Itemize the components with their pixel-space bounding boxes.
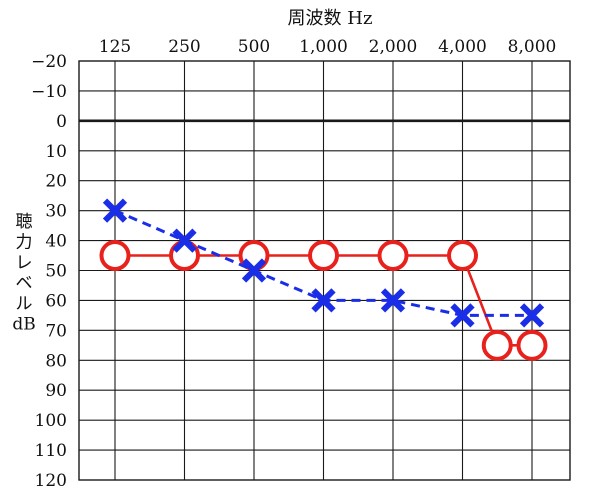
- cross-stroke: [450, 303, 475, 328]
- y-axis-title-part: レ: [16, 253, 33, 273]
- y-tick-label: 20: [45, 172, 67, 192]
- y-tick-label: 10: [45, 142, 67, 162]
- series-layer: [99, 198, 548, 361]
- circle-marker: [99, 240, 131, 272]
- cross-marker: [450, 303, 475, 328]
- y-axis-title-part: 力: [16, 233, 33, 253]
- cross-marker: [519, 303, 545, 328]
- y-axis-title-part: ル: [16, 294, 33, 314]
- x-tick-label: 500: [238, 37, 270, 57]
- cross-marker: [241, 258, 267, 283]
- y-tick-label: 90: [45, 381, 67, 401]
- cross-marker: [311, 288, 336, 313]
- cross-stroke: [102, 198, 128, 223]
- circle-marker: [481, 329, 513, 361]
- cross-stroke: [311, 288, 336, 313]
- y-tick-label: 0: [56, 112, 67, 132]
- x-tick-label: 8,000: [508, 37, 557, 57]
- y-tick-label: 30: [45, 202, 67, 222]
- cross-marker: [102, 198, 128, 223]
- y-tick-label: −10: [31, 82, 67, 102]
- y-tick-label: 80: [45, 351, 67, 371]
- y-tick-label: 100: [35, 411, 67, 431]
- y-tick-label: 60: [45, 291, 67, 311]
- circle-marker: [516, 329, 548, 361]
- cross-stroke: [172, 228, 197, 253]
- cross-stroke: [241, 258, 267, 283]
- x-tick-label: 125: [99, 37, 131, 57]
- x-tick-label: 250: [168, 37, 200, 57]
- circle-marker: [447, 240, 478, 272]
- cross-stroke: [519, 303, 545, 328]
- cross-marker: [380, 288, 406, 313]
- cross-stroke: [380, 288, 406, 313]
- x-tick-label: 4,000: [438, 37, 487, 57]
- x-tick-label: 2,000: [369, 37, 418, 57]
- x-tick-label: 1,000: [299, 37, 348, 57]
- y-tick-label: 50: [45, 262, 67, 282]
- cross-marker: [172, 228, 197, 253]
- y-tick-label: 120: [35, 471, 67, 491]
- circle-marker: [377, 240, 409, 272]
- y-axis-title-part: dB: [12, 315, 35, 335]
- y-tick-label: 70: [45, 321, 67, 341]
- y-axis-title-part: ベ: [16, 274, 33, 294]
- y-tick-label: 110: [35, 441, 67, 461]
- x-axis-title: 周波数 Hz: [288, 8, 373, 29]
- y-tick-label: −20: [31, 52, 67, 72]
- y-axis-title-part: 聴: [16, 212, 33, 232]
- y-tick-label: 40: [45, 232, 67, 252]
- plot-frame: [78, 60, 571, 481]
- labels: 周波数 Hz 125 250 500 1,000 2,000 4,000 8,000−20−…: [12, 8, 556, 491]
- circle-marker: [308, 240, 339, 272]
